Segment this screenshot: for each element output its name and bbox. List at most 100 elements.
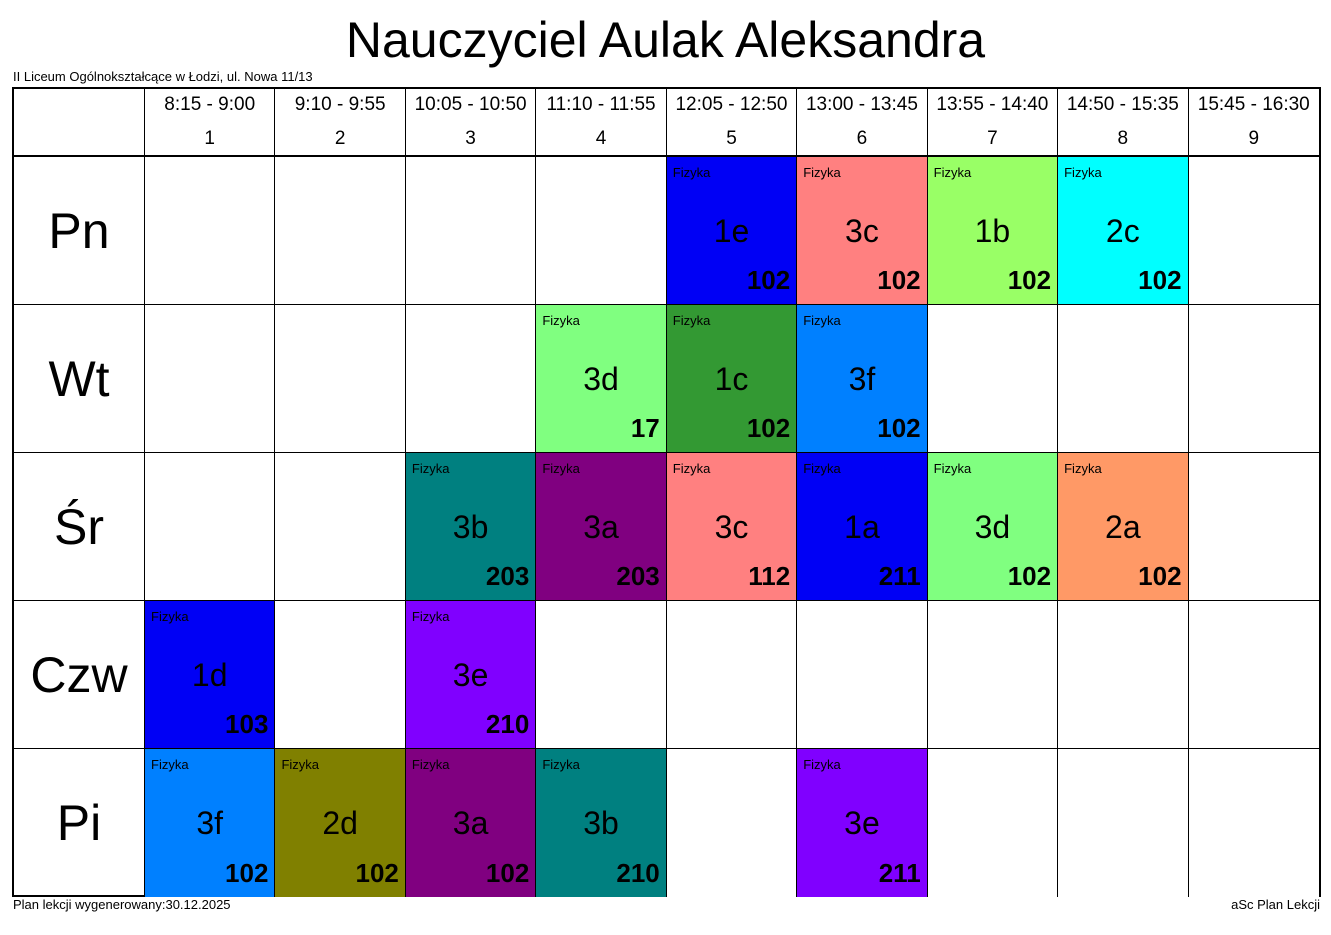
lesson-cell [536, 601, 667, 749]
period-number: 8 [1117, 128, 1129, 149]
subject: Fizyka [281, 757, 319, 772]
room: 103 [225, 709, 269, 739]
lesson-cell [1188, 157, 1319, 305]
period-number: 5 [726, 128, 737, 149]
period-header: 13:00 - 13:45 6 [797, 89, 928, 157]
day-label: Pi [14, 749, 145, 897]
room: 210 [485, 709, 530, 739]
period-number: 3 [465, 128, 476, 149]
class: 1d [191, 657, 228, 693]
period-header: 13:55 - 14:40 7 [927, 89, 1059, 157]
room: 102 [877, 413, 921, 443]
lesson-cell [927, 305, 1059, 453]
lesson-cell: Fizyka 3c 102 [797, 157, 928, 305]
lesson-cell: Fizyka 3e 211 [797, 749, 928, 897]
subject: Fizyka [1064, 461, 1102, 476]
subject: Fizyka [803, 313, 841, 328]
subject: Fizyka [672, 461, 711, 476]
class: 3e [452, 657, 489, 693]
lesson-cell: Fizyka 3f 102 [145, 749, 276, 897]
software: aSc Plan Lekcji [1231, 897, 1320, 912]
lesson-cell: Fizyka 1c 102 [666, 305, 798, 453]
day-label: Czw [14, 601, 145, 749]
class: 2d [322, 805, 358, 841]
lesson-cell [1188, 601, 1319, 749]
lesson-cell: Fizyka 2c 102 [1058, 157, 1189, 305]
lesson-cell [405, 305, 537, 453]
subject: Fizyka [542, 313, 580, 328]
period-time: 12:05 - 12:50 [675, 94, 788, 115]
lesson-cell [927, 601, 1059, 749]
lesson-cell: Fizyka 3d 102 [927, 453, 1059, 601]
lesson-cell [666, 601, 798, 749]
room: 211 [878, 561, 921, 591]
room: 211 [878, 858, 921, 888]
period-time: 15:45 - 16:30 [1197, 94, 1310, 115]
lesson-cell [145, 157, 276, 305]
class: 3c [714, 509, 749, 545]
room: 102 [485, 858, 530, 888]
period-header: 11:10 - 11:55 4 [536, 89, 667, 157]
corner [14, 89, 145, 157]
lesson-cell [275, 453, 406, 601]
period-header: 15:45 - 16:30 9 [1188, 89, 1319, 157]
period-number: 9 [1248, 128, 1260, 149]
class: 2c [1105, 213, 1140, 249]
period-number: 1 [204, 128, 215, 149]
room: 102 [1007, 561, 1052, 591]
subject: Fizyka [1064, 165, 1102, 180]
lesson-cell: Fizyka 1b 102 [927, 157, 1059, 305]
subject: Fizyka [933, 461, 972, 476]
lesson-cell [1188, 453, 1319, 601]
day-label: Pn [14, 157, 145, 305]
class: 3d [974, 509, 1011, 545]
class: 3f [848, 361, 876, 397]
period-time: 13:00 - 13:45 [805, 94, 918, 115]
subject: Fizyka [933, 165, 972, 180]
subject: Fizyka [672, 313, 711, 328]
subject: Fizyka [151, 757, 189, 772]
period-number: 7 [987, 128, 998, 149]
period-header: 9:10 - 9:55 2 [275, 89, 406, 157]
room: 102 [1138, 265, 1182, 295]
period-number: 4 [595, 128, 607, 149]
subject: Fizyka [542, 461, 580, 476]
lesson-cell [275, 157, 406, 305]
period-time: 10:05 - 10:50 [414, 94, 527, 115]
period-time: 8:15 - 9:00 [164, 94, 256, 115]
lesson-cell: Fizyka 3b 210 [536, 749, 667, 897]
class: 1b [974, 213, 1011, 249]
lesson-cell [145, 453, 276, 601]
timetable: 8:15 - 9:00 1 9:10 - 9:55 2 10:05 - 10:50 3 11… [12, 87, 1321, 897]
room: 102 [355, 858, 399, 888]
subject: Fizyka [542, 757, 580, 772]
generated: Plan lekcji wygenerowany:30.12.2025 [13, 897, 231, 912]
lesson-cell [405, 157, 537, 305]
lesson-cell [927, 749, 1059, 897]
room: 210 [616, 858, 660, 888]
period-header: 12:05 - 12:50 5 [666, 89, 798, 157]
room: 203 [485, 561, 530, 591]
class: 1c [714, 361, 749, 397]
lesson-cell [1058, 601, 1189, 749]
period-time: 13:55 - 14:40 [936, 94, 1049, 115]
class: 3a [452, 805, 489, 841]
lesson-cell [1058, 305, 1189, 453]
class: 2a [1105, 509, 1141, 545]
lesson-cell: Fizyka 1d 103 [145, 601, 276, 749]
subject: Fizyka [803, 461, 841, 476]
period-time: 11:10 - 11:55 [546, 94, 656, 115]
class: 3b [452, 509, 489, 545]
class: 3f [196, 805, 224, 841]
period-header: 14:50 - 15:35 8 [1058, 89, 1189, 157]
lesson-cell: Fizyka 3b 203 [405, 453, 537, 601]
period-number: 2 [334, 128, 346, 149]
lesson-cell [275, 601, 406, 749]
subject: Fizyka [803, 165, 841, 180]
room: 102 [225, 858, 269, 888]
lesson-cell [797, 601, 928, 749]
lesson-cell [1188, 305, 1319, 453]
lesson-cell: Fizyka 3e 210 [405, 601, 537, 749]
period-time: 14:50 - 15:35 [1066, 94, 1179, 115]
